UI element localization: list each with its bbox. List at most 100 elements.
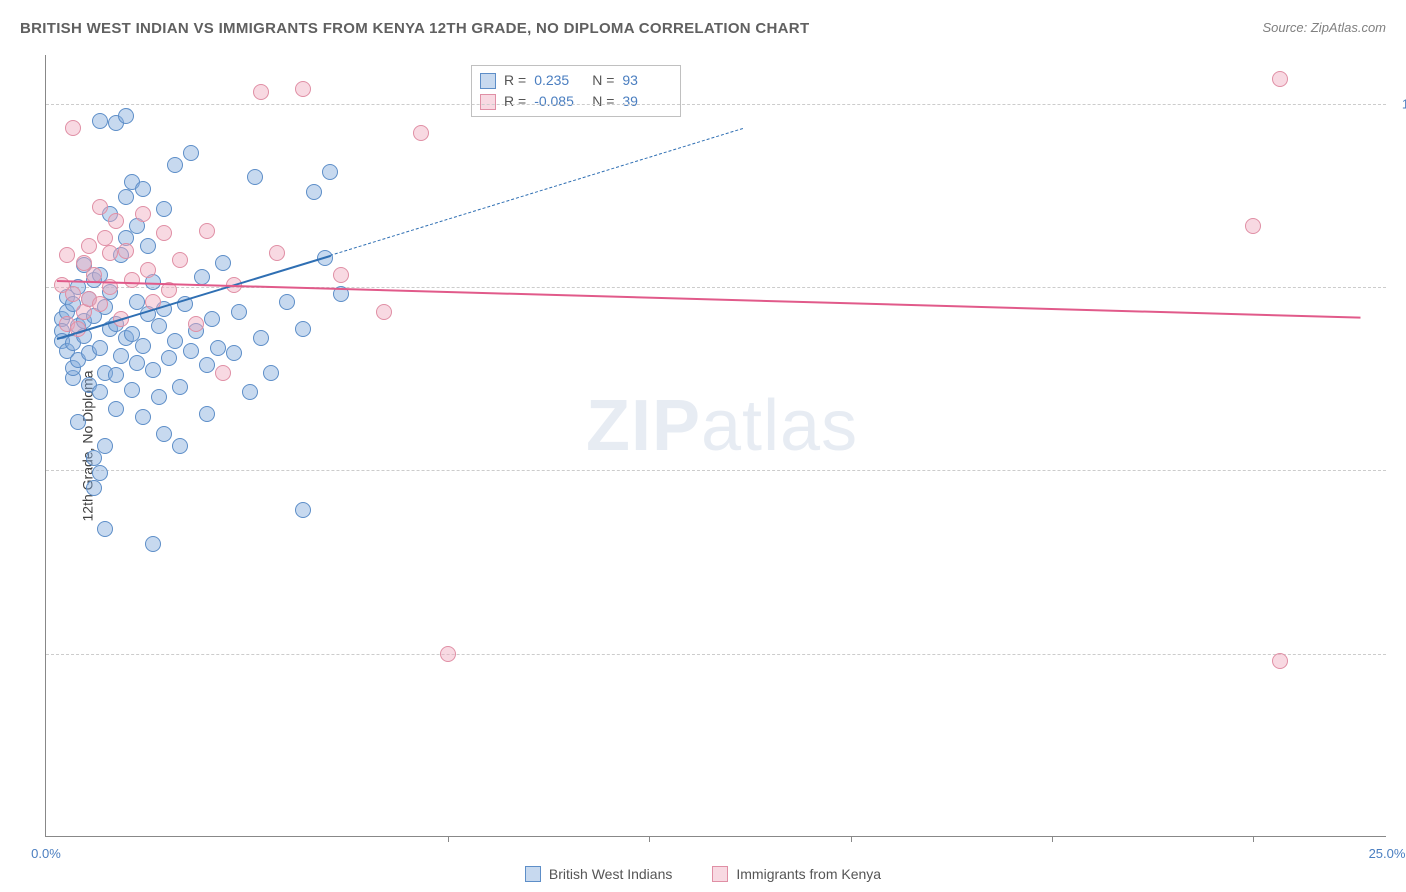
data-point — [140, 238, 156, 254]
trend-line — [330, 128, 743, 256]
data-point — [167, 333, 183, 349]
legend-swatch — [480, 73, 496, 89]
data-point — [242, 384, 258, 400]
data-point — [151, 389, 167, 405]
data-point — [167, 157, 183, 173]
data-point — [97, 230, 113, 246]
data-point — [231, 304, 247, 320]
watermark-bold: ZIP — [586, 386, 701, 466]
ytick-label: 100.0% — [1391, 96, 1406, 111]
data-point — [118, 108, 134, 124]
gridline — [46, 654, 1386, 655]
chart-container: ZIPatlas R =0.235N =93R =-0.085N =39 77.… — [45, 55, 1386, 837]
data-point — [92, 465, 108, 481]
data-point — [322, 164, 338, 180]
data-point — [108, 401, 124, 417]
data-point — [1272, 71, 1288, 87]
plot-area: ZIPatlas R =0.235N =93R =-0.085N =39 77.… — [45, 55, 1386, 837]
data-point — [199, 223, 215, 239]
data-point — [135, 206, 151, 222]
data-point — [269, 245, 285, 261]
data-point — [172, 379, 188, 395]
data-point — [172, 252, 188, 268]
stats-row: R = -0.085 N = 39 — [480, 91, 672, 112]
data-point — [92, 113, 108, 129]
data-point — [376, 304, 392, 320]
xtick-mark — [851, 836, 852, 842]
ytick-label: 77.5% — [1391, 646, 1406, 661]
data-point — [118, 189, 134, 205]
data-point — [124, 382, 140, 398]
data-point — [97, 521, 113, 537]
data-point — [413, 125, 429, 141]
data-point — [440, 646, 456, 662]
data-point — [210, 340, 226, 356]
data-point — [295, 502, 311, 518]
legend-entry: Immigrants from Kenya — [712, 866, 881, 882]
data-point — [204, 311, 220, 327]
xtick-mark — [1253, 836, 1254, 842]
source-label: Source: ZipAtlas.com — [1262, 20, 1386, 35]
data-point — [156, 201, 172, 217]
legend-label: British West Indians — [549, 866, 672, 882]
stat-r-value: -0.085 — [534, 91, 584, 112]
legend-entry: British West Indians — [525, 866, 672, 882]
data-point — [295, 81, 311, 97]
data-point — [86, 480, 102, 496]
legend-swatch — [480, 94, 496, 110]
legend-swatch — [525, 866, 541, 882]
data-point — [59, 247, 75, 263]
data-point — [135, 338, 151, 354]
data-point — [215, 365, 231, 381]
stat-n-value: 93 — [622, 70, 672, 91]
data-point — [97, 438, 113, 454]
data-point — [129, 355, 145, 371]
stat-r-label: R = — [504, 91, 526, 112]
stat-r-value: 0.235 — [534, 70, 584, 91]
data-point — [92, 199, 108, 215]
data-point — [156, 225, 172, 241]
stats-row: R =0.235N =93 — [480, 70, 672, 91]
data-point — [145, 362, 161, 378]
xtick-label: 25.0% — [1369, 846, 1406, 861]
data-point — [108, 367, 124, 383]
stat-r-label: R = — [504, 70, 526, 91]
data-point — [135, 409, 151, 425]
data-point — [199, 406, 215, 422]
data-point — [140, 262, 156, 278]
data-point — [92, 340, 108, 356]
data-point — [124, 272, 140, 288]
legend-label: Immigrants from Kenya — [736, 866, 881, 882]
watermark-rest: atlas — [701, 386, 858, 466]
data-point — [295, 321, 311, 337]
data-point — [188, 316, 204, 332]
data-point — [135, 181, 151, 197]
data-point — [81, 238, 97, 254]
trend-line — [57, 280, 1360, 319]
stat-n-label: N = — [592, 91, 614, 112]
data-point — [92, 384, 108, 400]
data-point — [161, 350, 177, 366]
legend-swatch — [712, 866, 728, 882]
data-point — [1245, 218, 1261, 234]
ytick-label: 92.5% — [1391, 280, 1406, 295]
data-point — [156, 426, 172, 442]
stat-n-value: 39 — [622, 91, 672, 112]
data-point — [145, 536, 161, 552]
data-point — [199, 357, 215, 373]
data-point — [172, 438, 188, 454]
data-point — [183, 343, 199, 359]
data-point — [102, 245, 118, 261]
data-point — [226, 345, 242, 361]
xtick-mark — [448, 836, 449, 842]
bottom-legend: British West Indians Immigrants from Keny… — [0, 866, 1406, 882]
ytick-label: 85.0% — [1391, 463, 1406, 478]
xtick-mark — [649, 836, 650, 842]
data-point — [113, 348, 129, 364]
data-point — [253, 84, 269, 100]
data-point — [1272, 653, 1288, 669]
data-point — [279, 294, 295, 310]
data-point — [253, 330, 269, 346]
xtick-mark — [1052, 836, 1053, 842]
data-point — [263, 365, 279, 381]
